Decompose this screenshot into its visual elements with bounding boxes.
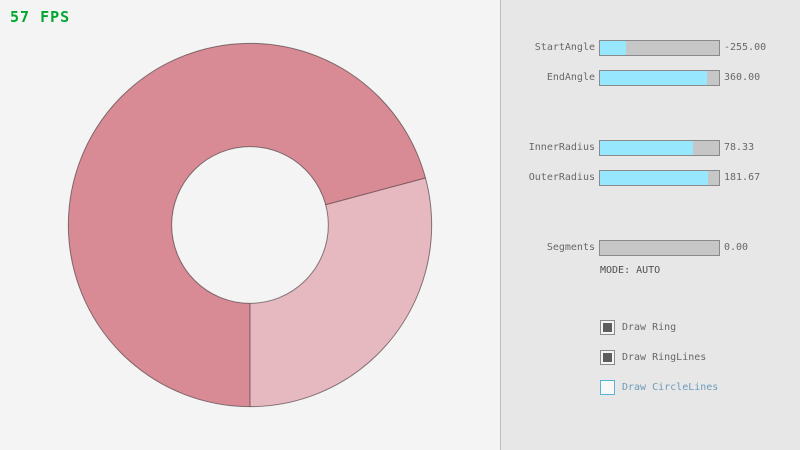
- slider-start-angle[interactable]: [599, 40, 720, 56]
- slider-end-angle[interactable]: [599, 70, 720, 86]
- checkbox-label: Draw RingLines: [622, 352, 707, 363]
- checkbox-draw-circlelines[interactable]: [600, 380, 615, 395]
- slider-label: InnerRadius: [528, 142, 595, 153]
- slider-fill: [600, 41, 626, 55]
- slider-label: StartAngle: [534, 42, 595, 53]
- slider-fill: [600, 171, 709, 185]
- ring-donut: [67, 42, 433, 408]
- slider-row-inner-radius: InnerRadius 78.33: [0, 140, 800, 156]
- slider-fill: [600, 71, 708, 85]
- slider-label: EndAngle: [546, 72, 595, 83]
- slider-row-outer-radius: OuterRadius 181.67: [0, 170, 800, 186]
- slider-value: -255.00: [724, 42, 767, 53]
- slider-row-segments: Segments 0.00: [0, 240, 800, 256]
- fps-counter: 57 FPS: [10, 8, 71, 26]
- slider-inner-radius[interactable]: [599, 140, 720, 156]
- slider-value: 181.67: [724, 172, 761, 183]
- checkbox-label: Draw Ring: [622, 322, 677, 333]
- slider-row-end-angle: EndAngle 360.00: [0, 70, 800, 86]
- slider-value: 0.00: [724, 242, 749, 253]
- slider-label: OuterRadius: [528, 172, 595, 183]
- checkbox-draw-ring[interactable]: [600, 320, 615, 335]
- slider-label: Segments: [546, 242, 595, 253]
- slider-outer-radius[interactable]: [599, 170, 720, 186]
- check-mark-icon: [603, 323, 612, 332]
- checkbox-row-draw-ring: Draw Ring: [0, 320, 800, 335]
- checkbox-row-draw-circlelines: Draw CircleLines: [0, 380, 800, 395]
- slider-fill: [600, 141, 694, 155]
- check-mark-icon: [603, 353, 612, 362]
- slider-row-start-angle: StartAngle -255.00: [0, 40, 800, 56]
- slider-value: 78.33: [724, 142, 755, 153]
- checkbox-draw-ringlines[interactable]: [600, 350, 615, 365]
- slider-segments[interactable]: [599, 240, 720, 256]
- mode-label: MODE: AUTO: [600, 265, 661, 276]
- slider-value: 360.00: [724, 72, 761, 83]
- checkbox-label: Draw CircleLines: [622, 382, 719, 393]
- checkbox-row-draw-ringlines: Draw RingLines: [0, 350, 800, 365]
